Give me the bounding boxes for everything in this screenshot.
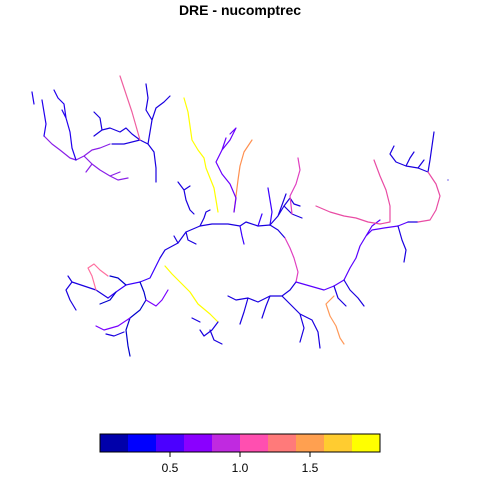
- color-legend: [100, 434, 381, 452]
- stream-yellow-south: [164, 265, 219, 323]
- stream-north-violet: [215, 127, 237, 213]
- stream-north-branch: [173, 209, 211, 245]
- stream-pink-west: [87, 263, 109, 291]
- stream-east-blue-2: [333, 221, 419, 307]
- stream-east-mid: [295, 219, 409, 291]
- color-legend-swatch: [128, 434, 157, 452]
- stream-northwest-main: [93, 83, 171, 183]
- stream-yellow-north: [183, 97, 219, 213]
- stream-west-a: [99, 275, 147, 357]
- color-legend-swatch: [184, 434, 213, 452]
- stream-west-b: [95, 289, 169, 331]
- stream-northeast-blue: [269, 193, 303, 226]
- color-legend-swatch: [156, 434, 185, 452]
- color-legend-tick-label: 1.5: [302, 461, 319, 475]
- stream-east-lower: [227, 281, 321, 349]
- stream-northwest-violet: [43, 135, 129, 181]
- stream-northwest-blue-2: [31, 89, 77, 161]
- color-legend-swatch: [296, 434, 325, 452]
- color-legend-ticks: 0.5 1.0 1.5: [162, 452, 319, 475]
- stream-orange-south: [325, 295, 345, 345]
- stream-pink-north: [119, 75, 141, 141]
- color-legend-swatch: [324, 434, 353, 452]
- color-legend-swatch: [100, 434, 129, 452]
- color-legend-swatch: [268, 434, 297, 452]
- color-legend-swatch: [352, 434, 381, 452]
- stream-orange-north: [233, 139, 253, 213]
- color-legend-tick-label: 1.0: [232, 461, 249, 475]
- stream-mid-junction: [239, 187, 273, 245]
- color-legend-tick-label: 0.5: [162, 461, 179, 475]
- stream-north-small: [177, 181, 195, 215]
- stream-pink-mid: [284, 157, 301, 283]
- stream-south-blue: [191, 317, 223, 345]
- stream-pink-east: [315, 159, 441, 225]
- stream-main-stem: [159, 221, 286, 259]
- color-legend-swatch: [212, 434, 241, 452]
- color-legend-swatch: [240, 434, 269, 452]
- plot-title: DRE - nucomptrec: [178, 2, 302, 18]
- stream-east-upper: [389, 131, 449, 181]
